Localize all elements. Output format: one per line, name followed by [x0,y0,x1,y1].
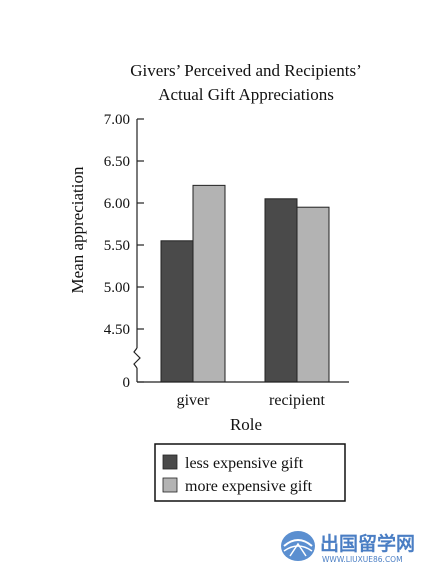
chart-title-line-1: Givers’ Perceived and Recipients’ [130,61,361,80]
chart-title-line-2: Actual Gift Appreciations [158,85,334,104]
y-tick-label: 4.50 [104,322,130,338]
legend-swatch-more [162,477,178,493]
y-tick-label: 0 [123,375,131,391]
watermark-text: 出国留学网 [320,532,415,555]
legend-box [154,443,346,502]
y-tick-label: 5.50 [104,238,130,254]
y-axis-ticks: 7.00 6.50 6.00 5.50 5.00 4.50 0 [104,112,144,391]
x-axis-categories: giver recipient [177,392,326,409]
globe-logo-icon [281,531,315,561]
legend-label-less: less expensive gift [185,455,304,472]
y-tick-label: 5.00 [104,280,130,296]
y-tick-label: 7.00 [104,112,130,128]
bar-giver-more [192,184,226,383]
bars [160,184,330,383]
legend-label-more: more expensive gift [185,478,313,495]
bar-recipient-more [296,206,330,383]
x-category-label: recipient [269,392,326,409]
x-axis-label: Role [230,415,262,434]
bar-giver-less [160,240,194,383]
x-category-label: giver [177,392,211,409]
legend-swatch-less [162,454,178,470]
bar-recipient-less [264,198,298,383]
y-tick-label: 6.50 [104,154,130,170]
watermark-subtext: WWW.LIUXUE86.COM [322,555,403,564]
y-axis-break [133,347,141,369]
y-axis-label: Mean appreciation [68,166,87,293]
watermark: 出国留学网 WWW.LIUXUE86.COM [281,531,415,564]
y-tick-label: 6.00 [104,196,130,212]
